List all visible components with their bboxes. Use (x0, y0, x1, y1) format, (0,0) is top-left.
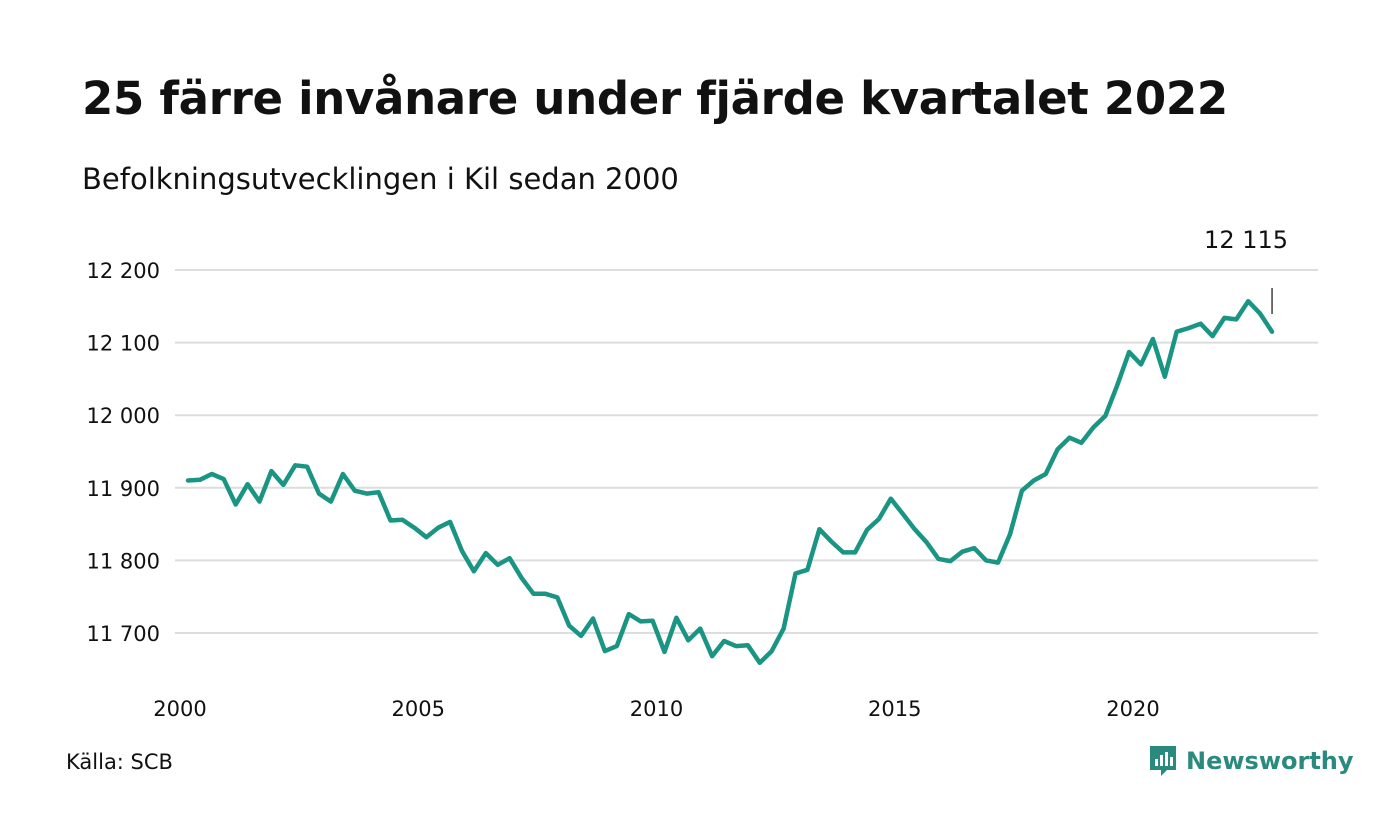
y-tick-label: 11 900 (87, 477, 160, 501)
annotation-layer: 12 115 (1204, 226, 1288, 314)
x-tick-label: 2020 (1106, 697, 1159, 721)
y-tick-label: 11 700 (87, 622, 160, 646)
series-layer (185, 298, 1275, 666)
gridlines (175, 269, 1318, 634)
x-tick-label: 2015 (868, 697, 921, 721)
y-tick-label: 12 100 (87, 332, 160, 356)
chart-title: 25 färre invånare under fjärde kvartalet… (82, 72, 1228, 125)
y-tick-label: 11 800 (87, 549, 160, 573)
newsworthy-logo-icon (1150, 746, 1176, 776)
chart-subtitle: Befolkningsutvecklingen i Kil sedan 2000 (82, 162, 679, 196)
y-tick-label: 12 000 (87, 404, 160, 428)
x-tick-label: 2005 (392, 697, 445, 721)
y-tick-label: 12 200 (87, 259, 160, 283)
x-tick-label: 2000 (153, 697, 206, 721)
x-tick-label: 2010 (630, 697, 683, 721)
brand-logo: Newsworthy (1148, 744, 1354, 778)
series-line (185, 298, 1275, 666)
source-label: Källa: SCB (66, 750, 173, 774)
y-axis-ticks: 11 700 11 800 11 900 12 000 12 100 12 200 (87, 259, 160, 646)
annotation-label: 12 115 (1204, 226, 1288, 254)
x-axis-ticks: 2000 2005 2010 2015 2020 (153, 697, 1159, 721)
brand-name: Newsworthy (1186, 747, 1354, 775)
